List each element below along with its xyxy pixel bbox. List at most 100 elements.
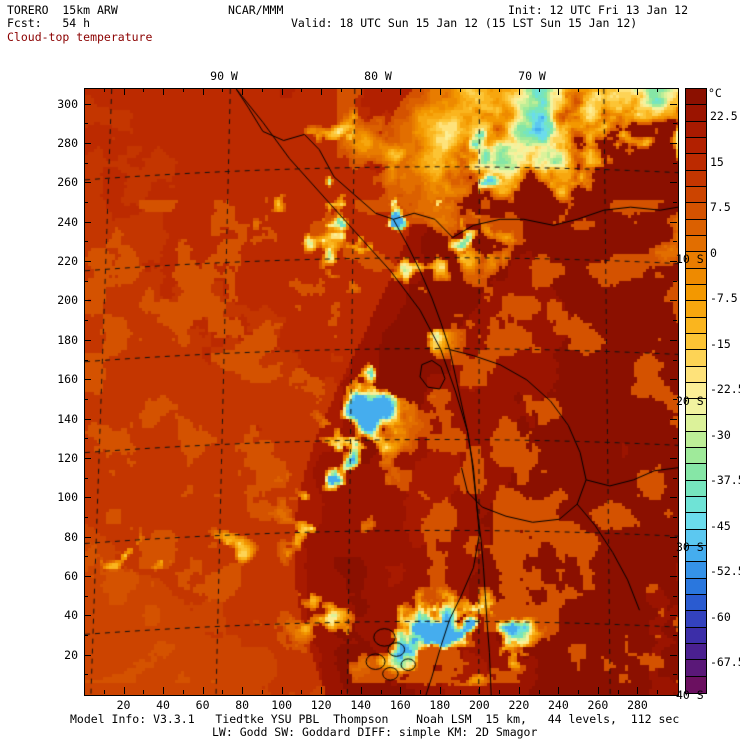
header-valid-time: Valid: 18 UTC Sun 15 Jan 12 (15 LST Sun … xyxy=(291,16,638,30)
colorbar-swatch xyxy=(686,611,706,628)
colorbar-swatch xyxy=(686,89,706,106)
colorbar-tick-label: -60 xyxy=(710,609,731,624)
y-axis-tick-right xyxy=(670,458,677,459)
colorbar-tick-label: -52.5 xyxy=(710,564,740,579)
y-axis-tick-right xyxy=(673,360,677,361)
y-axis-tick xyxy=(84,281,88,282)
header-forecast-hour: Fcst: 54 h xyxy=(7,16,91,30)
header-center-name: NCAR/MMM xyxy=(228,3,284,17)
colorbar-swatch xyxy=(686,301,706,318)
colorbar-swatch xyxy=(686,513,706,530)
x-axis-tick-top xyxy=(361,88,362,95)
x-axis-tick xyxy=(321,687,322,694)
colorbar-swatch xyxy=(686,448,706,465)
colorbar-tick-label: -45 xyxy=(710,518,731,533)
x-axis-label: 240 xyxy=(548,698,569,712)
colorbar-swatch xyxy=(686,333,706,351)
colorbar-swatch xyxy=(686,268,706,285)
latitude-label: 40 S xyxy=(676,688,704,702)
footer-model-info-line1: Model Info: V3.3.1 Tiedtke YSU PBL Thomp… xyxy=(70,712,680,726)
y-axis-tick xyxy=(84,438,88,439)
x-axis-tick-top xyxy=(222,88,223,92)
longitude-label: 90 W xyxy=(210,69,238,83)
colorbar-tick-label: -30 xyxy=(710,427,731,442)
x-axis-tick xyxy=(420,690,421,694)
y-axis-label: 140 xyxy=(57,411,78,426)
y-axis-tick-right xyxy=(673,123,677,124)
header-field-name: Cloud-top temperature xyxy=(7,30,153,44)
y-axis-tick-right xyxy=(670,104,677,105)
x-axis-tick xyxy=(203,687,204,694)
x-axis-tick xyxy=(440,687,441,694)
x-axis-tick xyxy=(222,690,223,694)
y-axis-tick-right xyxy=(670,340,677,341)
x-axis-tick xyxy=(460,690,461,694)
y-axis-tick-right xyxy=(670,300,677,301)
colorbar-swatch xyxy=(686,529,706,547)
x-axis-tick-top xyxy=(400,88,401,95)
x-axis-label: 180 xyxy=(429,698,451,712)
x-axis-tick xyxy=(163,687,164,694)
x-axis-tick xyxy=(381,690,382,694)
colorbar-swatch xyxy=(686,105,706,122)
y-axis-label: 60 xyxy=(64,568,78,583)
y-axis-tick xyxy=(84,517,88,518)
colorbar-tick-label: -15 xyxy=(710,336,731,351)
y-axis-tick-right xyxy=(673,674,677,675)
x-axis-tick xyxy=(301,690,302,694)
x-axis-tick xyxy=(539,690,540,694)
y-axis-tick-right xyxy=(673,241,677,242)
x-axis-tick xyxy=(104,690,105,694)
temperature-colorbar xyxy=(685,88,707,694)
y-axis-tick-right xyxy=(670,143,677,144)
y-axis-label: 280 xyxy=(57,136,78,151)
x-axis-tick-top xyxy=(262,88,263,92)
colorbar-swatch xyxy=(686,578,706,596)
colorbar-swatch xyxy=(686,660,706,677)
colorbar-swatch xyxy=(686,415,706,432)
x-axis-label: 120 xyxy=(310,698,332,712)
x-axis-tick xyxy=(558,687,559,694)
colorbar-swatch xyxy=(686,464,706,481)
y-axis-label: 300 xyxy=(57,96,78,111)
y-axis-tick-right xyxy=(670,576,677,577)
y-axis-tick xyxy=(84,222,91,223)
longitude-label: 70 W xyxy=(518,69,546,83)
colorbar-swatch xyxy=(686,497,706,514)
x-axis-tick xyxy=(499,690,500,694)
x-axis-tick xyxy=(124,687,125,694)
colorbar-tick-label: -7.5 xyxy=(710,291,738,306)
x-axis-label: 60 xyxy=(195,698,210,712)
y-axis-tick xyxy=(84,379,91,380)
y-axis-tick xyxy=(84,478,88,479)
x-axis-label: 260 xyxy=(587,698,609,712)
x-axis-tick-top xyxy=(143,88,144,92)
y-axis-label: 220 xyxy=(57,254,78,269)
colorbar-swatch xyxy=(686,235,706,253)
y-axis-label: 160 xyxy=(57,372,78,387)
x-axis-label: 140 xyxy=(350,698,372,712)
x-axis-tick-top xyxy=(479,88,480,95)
x-axis-tick xyxy=(618,690,619,694)
x-axis-tick xyxy=(361,687,362,694)
y-axis-tick xyxy=(84,182,91,183)
colorbar-units-label: °C xyxy=(708,86,722,100)
colorbar-swatch xyxy=(686,186,706,204)
y-axis-tick-right xyxy=(673,478,677,479)
y-axis-tick-right xyxy=(673,635,677,636)
x-axis-tick xyxy=(242,687,243,694)
y-axis-tick xyxy=(84,556,88,557)
colorbar-swatch xyxy=(686,170,706,187)
colorbar-swatch xyxy=(686,366,706,383)
y-axis-tick xyxy=(84,241,88,242)
latitude-label: 20 S xyxy=(676,394,704,408)
colorbar-swatch xyxy=(686,644,706,661)
x-axis-tick xyxy=(183,690,184,694)
colorbar-swatch xyxy=(686,317,706,334)
x-axis-tick-top xyxy=(637,88,638,95)
y-axis-label: 200 xyxy=(57,293,78,308)
x-axis-tick-top xyxy=(460,88,461,92)
x-axis-tick-top xyxy=(203,88,204,95)
x-axis-tick xyxy=(519,687,520,694)
